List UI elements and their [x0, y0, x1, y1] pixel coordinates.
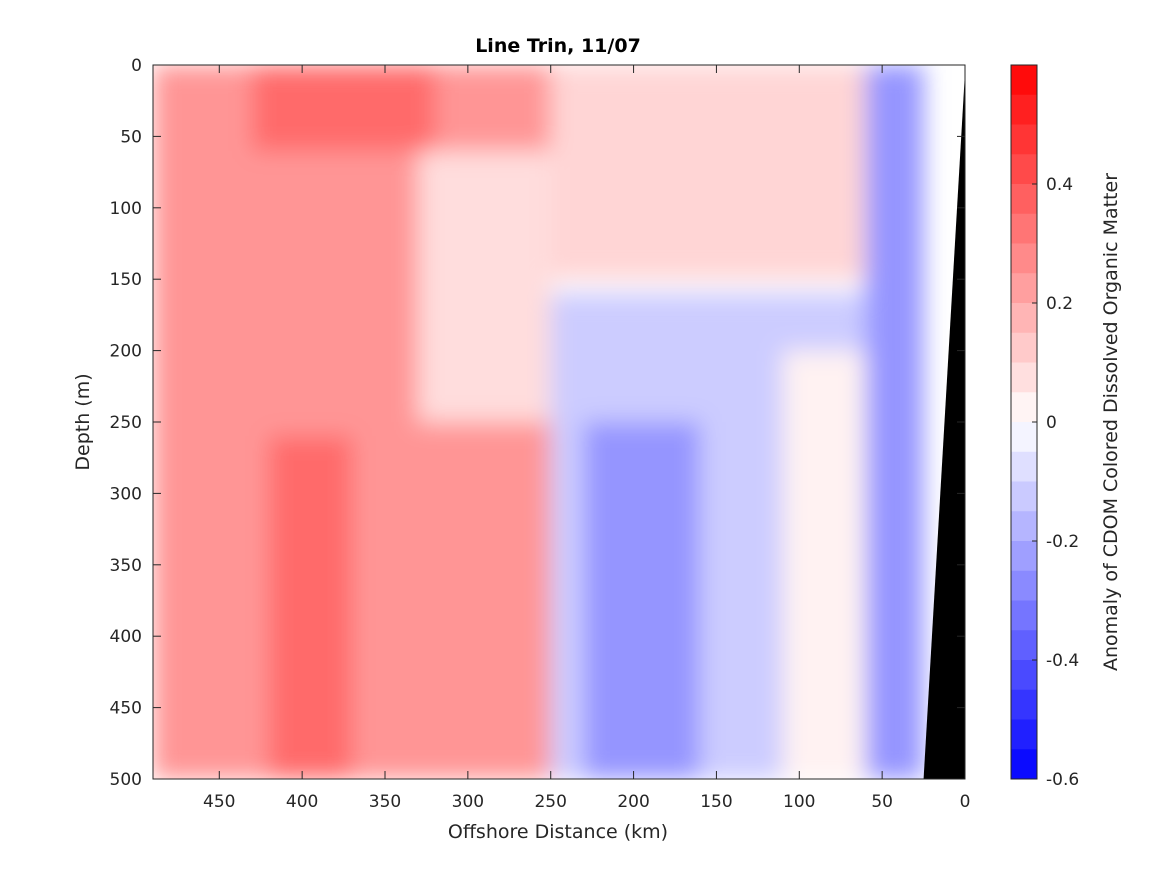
colorbar-level — [1011, 303, 1037, 334]
x-tick-label: 350 — [369, 792, 401, 812]
anomaly-region — [418, 150, 551, 422]
colorbar-level — [1011, 184, 1037, 215]
colorbar-level — [1011, 392, 1037, 423]
y-tick-label: 400 — [110, 627, 142, 647]
colorbar-tick-label: -0.2 — [1046, 532, 1079, 552]
colorbar-level — [1011, 689, 1037, 720]
colorbar-level — [1011, 213, 1037, 244]
colorbar-level — [1011, 719, 1037, 750]
x-tick-label: 450 — [203, 792, 235, 812]
anomaly-region — [550, 65, 866, 280]
x-axis-ticks: 450 400 350 300 250 200 150 100 50 0 — [203, 65, 970, 812]
x-tick-label: 150 — [700, 792, 732, 812]
colorbar-tick-label: -0.4 — [1046, 651, 1079, 671]
x-axis-label: Offshore Distance (km) — [448, 821, 668, 843]
y-tick-label: 100 — [110, 199, 142, 219]
y-tick-label: 450 — [110, 699, 142, 719]
x-tick-label: 200 — [617, 792, 649, 812]
colorbar-tick-label: 0.4 — [1046, 175, 1073, 195]
colorbar-level — [1011, 243, 1037, 274]
colorbar-level — [1011, 511, 1037, 542]
colorbar-level — [1011, 600, 1037, 631]
x-tick-label: 100 — [783, 792, 815, 812]
x-tick-label: 250 — [534, 792, 566, 812]
x-tick-label: 300 — [452, 792, 484, 812]
colorbar-level — [1011, 660, 1037, 691]
colorbar-level — [1011, 273, 1037, 304]
colorbar-level — [1011, 630, 1037, 661]
chart-title: Line Trin, 11/07 — [475, 35, 641, 57]
y-tick-label: 50 — [120, 127, 142, 147]
colorbar-level — [1011, 570, 1037, 601]
colorbar-level — [1011, 332, 1037, 363]
colorbar-level — [1011, 362, 1037, 393]
colorbar-level — [1011, 94, 1037, 125]
colorbar-level — [1011, 422, 1037, 453]
colorbar-tick-label: -0.6 — [1046, 770, 1079, 790]
anomaly-region — [583, 422, 700, 779]
y-tick-label: 350 — [110, 556, 142, 576]
y-tick-label: 150 — [110, 270, 142, 290]
plot-area — [152, 64, 966, 780]
y-tick-label: 200 — [110, 342, 142, 362]
colorbar-tick-label: 0 — [1046, 413, 1057, 433]
colorbar-level — [1011, 481, 1037, 512]
colorbar-level — [1011, 749, 1037, 780]
y-tick-label: 250 — [110, 413, 142, 433]
bathymetry-shape — [923, 72, 965, 779]
anomaly-field — [153, 65, 924, 779]
y-axis-ticks: 0 50 100 150 200 250 300 350 400 450 500 — [110, 56, 965, 790]
colorbar-label: Anomaly of CDOM Colored Dissolved Organi… — [1100, 173, 1122, 671]
colorbar-level — [1011, 124, 1037, 155]
y-tick-label: 500 — [110, 770, 142, 790]
colorbar-level — [1011, 541, 1037, 572]
colorbar-level — [1011, 154, 1037, 185]
x-tick-label: 0 — [960, 792, 971, 812]
bathymetry — [923, 72, 965, 779]
colorbar-tick-label: 0.2 — [1046, 294, 1073, 314]
colorbar-level — [1011, 451, 1037, 482]
y-tick-label: 300 — [110, 484, 142, 504]
anomaly-region — [782, 350, 866, 779]
colorbar: 0.4 0.2 0 -0.2 -0.4 -0.6 — [1010, 64, 1079, 790]
anomaly-region — [269, 436, 352, 779]
colorbar-level — [1011, 65, 1037, 96]
y-axis-label: Depth (m) — [72, 373, 94, 470]
anomaly-region — [252, 65, 435, 151]
y-tick-label: 0 — [131, 56, 142, 76]
x-tick-label: 50 — [871, 792, 893, 812]
x-tick-label: 400 — [286, 792, 318, 812]
anomaly-region — [865, 65, 924, 779]
